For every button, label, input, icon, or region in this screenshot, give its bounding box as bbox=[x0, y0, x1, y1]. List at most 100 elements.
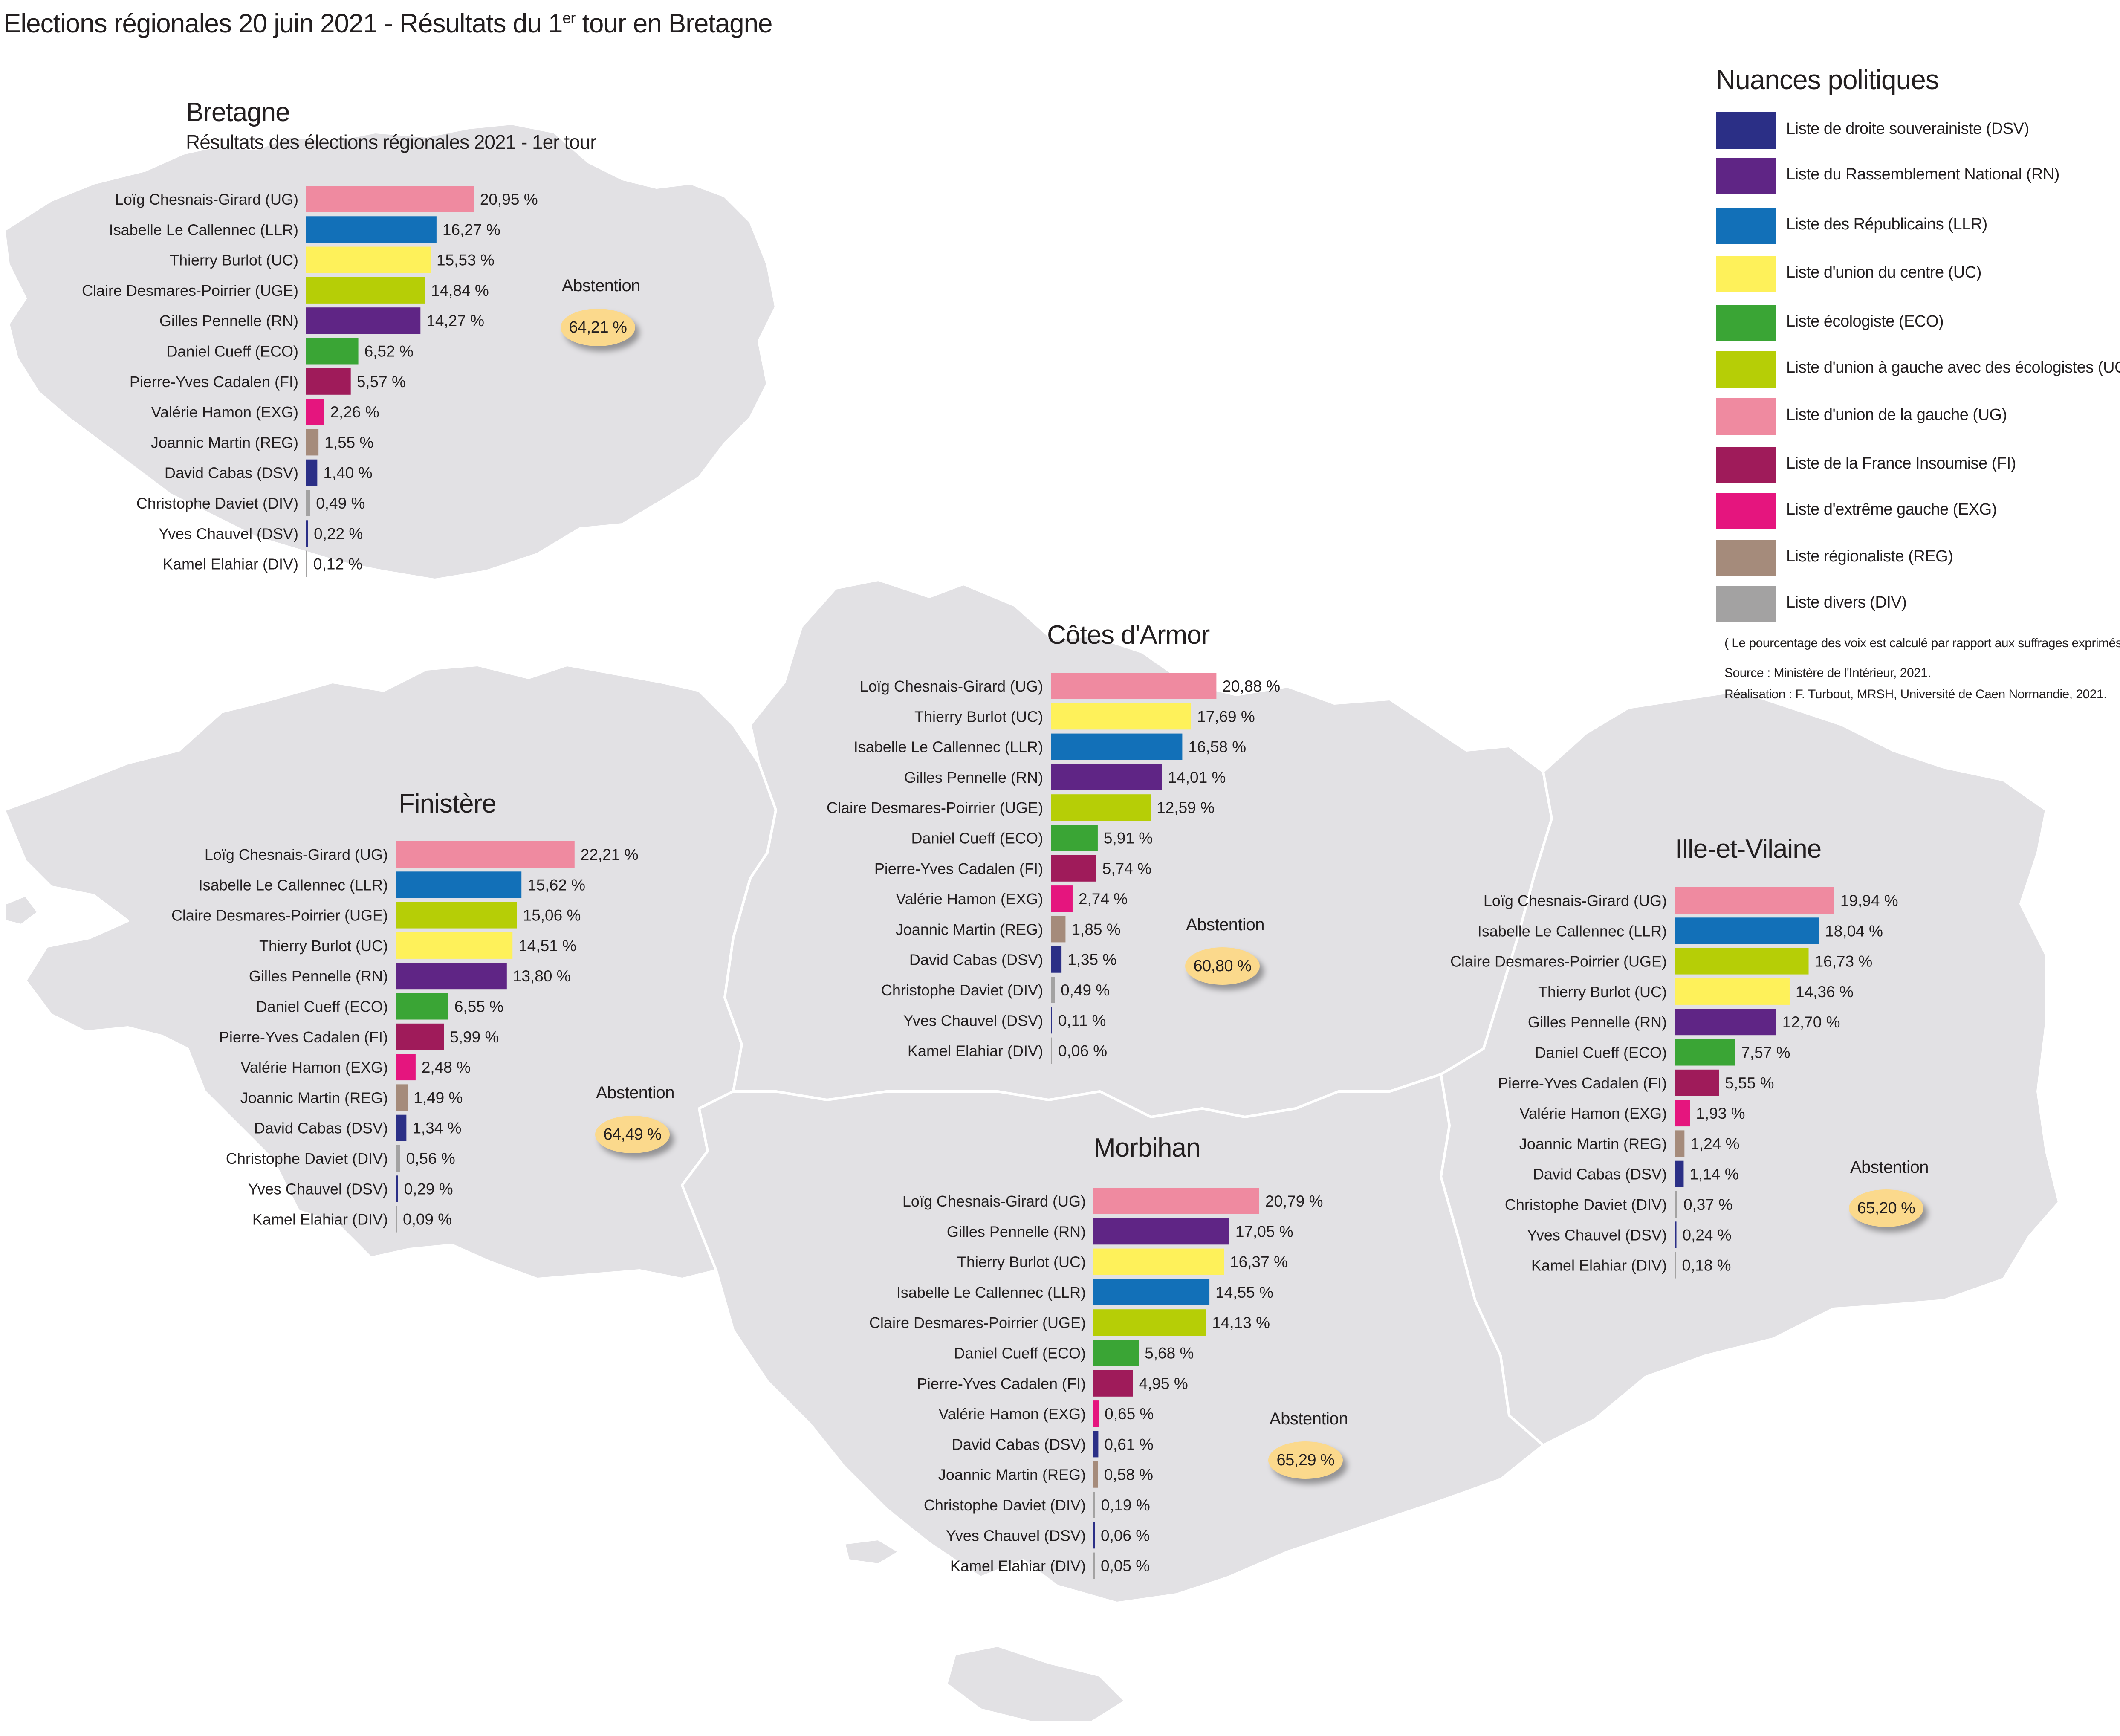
value-label: 0,11 % bbox=[1058, 1012, 1106, 1029]
legend-swatch bbox=[1716, 158, 1776, 194]
bar bbox=[306, 216, 437, 243]
category-label: Yves Chauvel (DSV) bbox=[159, 525, 298, 542]
category-label: Joannic Martin (REG) bbox=[1519, 1135, 1667, 1152]
bar bbox=[1051, 733, 1183, 760]
value-label: 2,48 % bbox=[422, 1059, 471, 1076]
legend-label: Liste des Républicains (LLR) bbox=[1786, 215, 1987, 233]
legend-swatch bbox=[1716, 540, 1776, 576]
bar bbox=[306, 368, 351, 395]
category-label: Kamel Elahiar (DIV) bbox=[163, 556, 298, 573]
value-label: 17,69 % bbox=[1197, 708, 1255, 725]
category-label: Joannic Martin (REG) bbox=[240, 1089, 388, 1106]
bar bbox=[396, 902, 517, 929]
value-label: 15,62 % bbox=[527, 876, 585, 894]
value-label: 0,06 % bbox=[1101, 1527, 1150, 1544]
category-label: Pierre-Yves Cadalen (FI) bbox=[874, 860, 1043, 877]
value-label: 14,36 % bbox=[1796, 983, 1854, 1001]
value-label: 4,95 % bbox=[1139, 1375, 1188, 1392]
category-label: Thierry Burlot (UC) bbox=[957, 1253, 1086, 1271]
category-label: Thierry Burlot (UC) bbox=[1538, 983, 1667, 1001]
category-label: Gilles Pennelle (RN) bbox=[904, 769, 1043, 786]
panel-title: Côtes d'Armor bbox=[1047, 620, 1210, 650]
map-island-ouessant bbox=[3, 894, 40, 926]
category-label: David Cabas (DSV) bbox=[909, 951, 1043, 969]
category-label: David Cabas (DSV) bbox=[1533, 1166, 1667, 1183]
legend-note: ( Le pourcentage des voix est calculé pa… bbox=[1724, 636, 2120, 650]
value-label: 0,56 % bbox=[406, 1150, 455, 1167]
category-label: Gilles Pennelle (RN) bbox=[1528, 1013, 1667, 1031]
value-label: 15,53 % bbox=[437, 252, 495, 269]
legend-label: Liste d'union du centre (UC) bbox=[1786, 263, 1981, 281]
category-label: Claire Desmares-Poirrier (UGE) bbox=[171, 907, 388, 924]
legend-title: Nuances politiques bbox=[1716, 64, 1939, 95]
legend-swatch bbox=[1716, 351, 1776, 388]
legend-swatch bbox=[1716, 493, 1776, 529]
legend-item-div: Liste divers (DIV) bbox=[1716, 586, 2117, 624]
value-label: 2,26 % bbox=[330, 403, 379, 421]
category-label: Joannic Martin (REG) bbox=[151, 434, 298, 451]
category-label: Isabelle Le Callennec (LLR) bbox=[1478, 922, 1667, 940]
abstention-label: Abstention bbox=[1270, 1409, 1348, 1428]
panel-title: Finistère bbox=[399, 789, 497, 819]
legend-swatch bbox=[1716, 398, 1776, 435]
bar bbox=[1675, 1252, 1676, 1279]
value-label: 1,24 % bbox=[1690, 1135, 1739, 1152]
bar bbox=[1093, 1522, 1095, 1549]
value-label: 0,29 % bbox=[404, 1180, 453, 1198]
value-label: 0,37 % bbox=[1683, 1196, 1732, 1213]
bar bbox=[1093, 1218, 1229, 1245]
value-label: 14,84 % bbox=[431, 282, 489, 299]
bar bbox=[396, 963, 507, 990]
category-label: Gilles Pennelle (RN) bbox=[159, 312, 298, 330]
value-label: 1,40 % bbox=[323, 464, 372, 482]
bar bbox=[1675, 1009, 1776, 1036]
category-label: Christophe Daviet (DIV) bbox=[1505, 1196, 1667, 1213]
legend-item-reg: Liste régionaliste (REG) bbox=[1716, 540, 2117, 578]
bar bbox=[1051, 1007, 1052, 1034]
category-label: Claire Desmares-Poirrier (UGE) bbox=[869, 1314, 1086, 1331]
bar bbox=[1093, 1552, 1095, 1579]
legend-item-exg: Liste d'extrême gauche (EXG) bbox=[1716, 493, 2117, 531]
value-label: 14,51 % bbox=[518, 937, 576, 955]
bar bbox=[1675, 978, 1790, 1005]
category-label: Daniel Cueff (ECO) bbox=[1535, 1044, 1667, 1062]
category-label: Isabelle Le Callennec (LLR) bbox=[897, 1284, 1086, 1301]
bar bbox=[1051, 764, 1162, 790]
bar bbox=[1051, 855, 1096, 882]
value-label: 18,04 % bbox=[1825, 922, 1883, 940]
legend-label: Liste régionaliste (REG) bbox=[1786, 547, 1953, 565]
bar bbox=[1675, 948, 1809, 975]
bar bbox=[396, 1023, 444, 1050]
legend-item-uge: Liste d'union à gauche avec des écologis… bbox=[1716, 351, 2120, 389]
category-label: Kamel Elahiar (DIV) bbox=[908, 1042, 1043, 1060]
value-label: 5,74 % bbox=[1102, 860, 1151, 877]
main-title: Elections régionales 20 juin 2021 - Résu… bbox=[3, 9, 773, 38]
legend-label: Liste écologiste (ECO) bbox=[1786, 312, 1944, 330]
category-label: Loïg Chesnais-Girard (UG) bbox=[902, 1192, 1086, 1210]
category-label: Valérie Hamon (EXG) bbox=[939, 1405, 1086, 1423]
value-label: 2,74 % bbox=[1079, 890, 1128, 908]
abstention-badge: 65,20 % bbox=[1849, 1189, 1923, 1227]
legend-item-ug: Liste d'union de la gauche (UG) bbox=[1716, 398, 2117, 437]
abstention-label: Abstention bbox=[562, 276, 641, 295]
category-label: Pierre-Yves Cadalen (FI) bbox=[219, 1028, 388, 1046]
category-label: Thierry Burlot (UC) bbox=[914, 708, 1043, 725]
bar bbox=[1093, 1340, 1139, 1366]
value-label: 0,24 % bbox=[1683, 1226, 1732, 1244]
value-label: 14,55 % bbox=[1215, 1284, 1273, 1301]
bar bbox=[1051, 885, 1073, 912]
bar bbox=[1675, 1069, 1719, 1096]
bar bbox=[1093, 1248, 1224, 1275]
legend-swatch bbox=[1716, 305, 1776, 341]
value-label: 0,19 % bbox=[1101, 1496, 1150, 1514]
bar bbox=[396, 841, 575, 868]
value-label: 22,21 % bbox=[581, 846, 639, 863]
map-inset-bretagne bbox=[3, 122, 777, 581]
legend-label: Liste d'union à gauche avec des écologis… bbox=[1786, 359, 2120, 376]
bar bbox=[306, 307, 421, 334]
bar bbox=[1093, 1279, 1210, 1305]
abstention-badge: 65,29 % bbox=[1268, 1441, 1343, 1479]
category-label: David Cabas (DSV) bbox=[254, 1120, 388, 1137]
